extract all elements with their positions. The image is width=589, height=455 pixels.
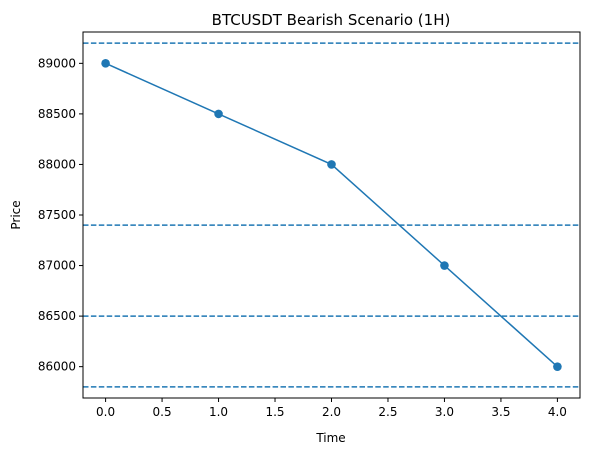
- y-tick-label: 87500: [38, 208, 76, 222]
- y-tick-label: 86000: [38, 360, 76, 374]
- reference-lines: [83, 42, 580, 388]
- x-tick-label: 1.0: [209, 405, 228, 419]
- data-point: [553, 362, 562, 371]
- data-point: [101, 59, 110, 68]
- data-point: [327, 160, 336, 169]
- y-tick-label: 88500: [38, 107, 76, 121]
- series-line: [105, 62, 558, 368]
- y-tick-label: 89000: [38, 56, 76, 70]
- x-axis-label: Time: [315, 431, 345, 445]
- data-point: [440, 261, 449, 270]
- x-axis-ticks: 0.0 0.5 1.0 1.5 2.0 2.5 3.0 3.5 4.0: [96, 398, 567, 419]
- y-axis-label: Price: [9, 200, 23, 229]
- y-tick-label: 87000: [38, 259, 76, 273]
- chart-title: BTCUSDT Bearish Scenario (1H): [212, 11, 451, 29]
- x-tick-label: 2.5: [378, 405, 397, 419]
- x-tick-label: 0.0: [96, 405, 115, 419]
- y-tick-label: 86500: [38, 309, 76, 323]
- x-tick-label: 4.0: [548, 405, 567, 419]
- x-tick-label: 0.5: [153, 405, 172, 419]
- x-tick-label: 2.0: [322, 405, 341, 419]
- x-tick-label: 1.5: [265, 405, 284, 419]
- x-tick-label: 3.5: [491, 405, 510, 419]
- data-point: [214, 109, 223, 119]
- y-tick-label: 88000: [38, 157, 76, 171]
- y-axis-ticks: 86000 86500 87000 87500 88000 88500 89000: [38, 56, 83, 374]
- series-layer: [101, 59, 562, 371]
- x-tick-label: 3.0: [435, 405, 454, 419]
